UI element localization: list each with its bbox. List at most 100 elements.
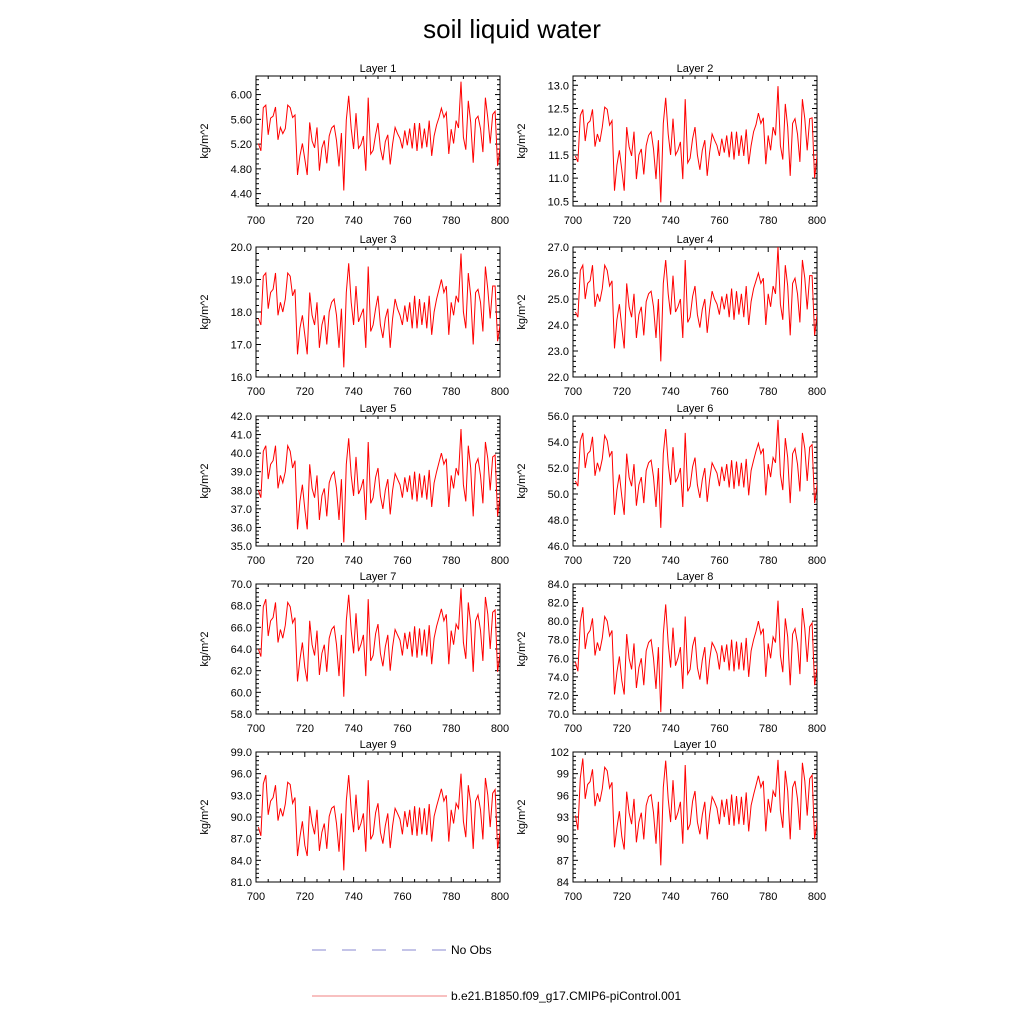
x-tick-label: 800	[491, 555, 509, 567]
panel-title: Layer 8	[677, 571, 714, 583]
y-tick-label: 102	[551, 747, 569, 759]
x-tick-label: 720	[613, 723, 631, 735]
x-tick-label: 760	[710, 891, 728, 903]
y-tick-label: 81.0	[231, 877, 252, 889]
y-tick-label: 46.0	[548, 541, 569, 553]
x-tick-label: 700	[247, 723, 265, 735]
series-line	[574, 758, 817, 866]
y-tick-label: 35.0	[231, 541, 252, 553]
plot-frame	[255, 583, 501, 715]
y-tick-label: 38.0	[231, 485, 252, 497]
x-tick-label: 700	[564, 215, 582, 227]
x-tick-label: 740	[661, 891, 679, 903]
panel-title: Layer 9	[360, 739, 397, 751]
x-tick-label: 800	[491, 215, 509, 227]
panel-title: Layer 2	[677, 63, 714, 75]
plot-frame	[572, 751, 818, 883]
plot-frame	[255, 75, 501, 207]
y-tick-label: 96.0	[231, 769, 252, 781]
panel-title: Layer 1	[360, 63, 397, 75]
y-tick-label: 12.5	[548, 104, 569, 116]
y-tick-label: 90	[557, 834, 569, 846]
x-tick-label: 720	[296, 891, 314, 903]
chart-panel: 700 720 740 760 780 800 46.0 48.0 50.0 52.0 54.0 56…	[516, 403, 826, 567]
x-tick-label: 720	[296, 215, 314, 227]
x-tick-label: 800	[491, 386, 509, 398]
y-tick-label: 90.0	[231, 812, 252, 824]
y-tick-label: 72.0	[548, 690, 569, 702]
y-tick-label: 37.0	[231, 504, 252, 516]
x-tick-label: 780	[759, 891, 777, 903]
panel-title: Layer 7	[360, 571, 397, 583]
y-tick-label: 54.0	[548, 437, 569, 449]
x-tick-label: 720	[613, 891, 631, 903]
x-tick-label: 780	[442, 891, 460, 903]
y-tick-label: 48.0	[548, 515, 569, 527]
x-tick-label: 800	[808, 891, 826, 903]
y-tick-label: 82.0	[548, 598, 569, 610]
y-tick-label: 27.0	[548, 242, 569, 254]
x-tick-label: 760	[393, 215, 411, 227]
y-tick-label: 62.0	[231, 666, 252, 678]
y-axis-label: kg/m^2	[199, 631, 211, 666]
x-tick-label: 760	[393, 891, 411, 903]
x-tick-label: 740	[344, 891, 362, 903]
panel-title: Layer 5	[360, 403, 397, 415]
y-tick-label: 87.0	[231, 834, 252, 846]
x-tick-label: 780	[759, 555, 777, 567]
y-tick-label: 93	[557, 812, 569, 824]
x-tick-label: 700	[564, 723, 582, 735]
y-tick-label: 50.0	[548, 489, 569, 501]
x-tick-label: 780	[759, 723, 777, 735]
series-line	[257, 81, 500, 191]
y-axis-label: kg/m^2	[199, 123, 211, 158]
y-tick-label: 60.0	[231, 687, 252, 699]
chart-panel: 700 720 740 760 780 800 22.0 23.0 24.0 25.0 26.0 27…	[516, 234, 826, 398]
series-line	[574, 600, 817, 713]
y-tick-label: 99	[557, 769, 569, 781]
plot-frame	[572, 415, 818, 547]
x-tick-label: 800	[808, 555, 826, 567]
y-tick-label: 4.80	[231, 164, 252, 176]
x-tick-label: 700	[247, 386, 265, 398]
x-tick-label: 700	[564, 891, 582, 903]
panel-title: Layer 3	[360, 234, 397, 246]
chart-panel: 700 720 740 760 780 800 35.0 36.0 37.0 38.0 39.0 40…	[199, 403, 509, 567]
series-line	[574, 86, 817, 203]
x-tick-label: 700	[247, 215, 265, 227]
y-tick-label: 56.0	[548, 411, 569, 423]
chart-panel: 700 720 740 760 780 800 84 87 90 93 96 99 102 Layer 1…	[516, 739, 826, 903]
x-tick-label: 760	[393, 386, 411, 398]
y-tick-label: 93.0	[231, 790, 252, 802]
y-tick-label: 24.0	[548, 320, 569, 332]
y-tick-label: 4.40	[231, 189, 252, 201]
x-tick-label: 740	[344, 215, 362, 227]
x-tick-label: 780	[442, 555, 460, 567]
y-tick-label: 25.0	[548, 294, 569, 306]
x-tick-label: 780	[759, 215, 777, 227]
x-tick-label: 800	[808, 723, 826, 735]
series-line	[574, 247, 817, 362]
y-tick-label: 96	[557, 790, 569, 802]
y-tick-label: 39.0	[231, 467, 252, 479]
y-axis-label: kg/m^2	[199, 294, 211, 329]
y-tick-label: 80.0	[548, 616, 569, 628]
y-tick-label: 18.0	[231, 307, 252, 319]
series-line	[257, 773, 500, 871]
panel-title: Layer 6	[677, 403, 714, 415]
y-tick-label: 42.0	[231, 411, 252, 423]
y-tick-label: 13.0	[548, 80, 569, 92]
y-tick-label: 11.0	[548, 173, 569, 185]
y-tick-label: 64.0	[231, 644, 252, 656]
x-tick-label: 740	[661, 555, 679, 567]
y-tick-label: 20.0	[231, 242, 252, 254]
y-tick-label: 40.0	[231, 448, 252, 460]
x-tick-label: 720	[613, 386, 631, 398]
y-tick-label: 66.0	[231, 622, 252, 634]
y-tick-label: 5.60	[231, 114, 252, 126]
x-tick-label: 740	[344, 386, 362, 398]
y-axis-label: kg/m^2	[516, 294, 528, 329]
y-tick-label: 36.0	[231, 522, 252, 534]
x-tick-label: 700	[247, 555, 265, 567]
y-axis-label: kg/m^2	[516, 799, 528, 834]
